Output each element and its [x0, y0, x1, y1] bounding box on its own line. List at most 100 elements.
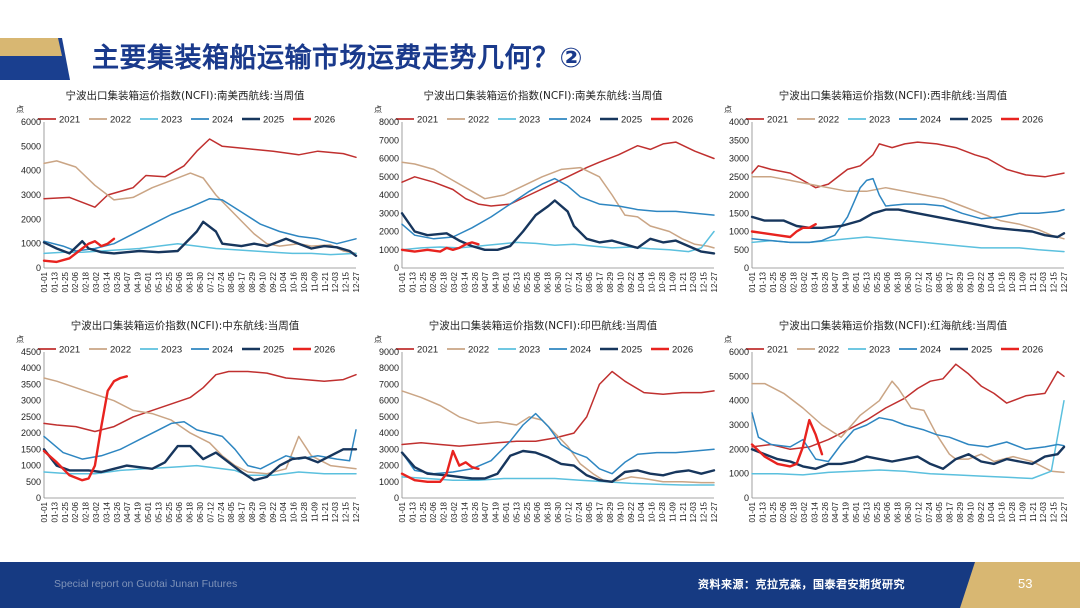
x-tick-label: 01-25	[419, 501, 428, 522]
legend-label: 2022	[468, 345, 489, 356]
x-tick-label: 01-25	[769, 501, 778, 522]
x-tick-label: 06-18	[544, 501, 553, 522]
x-tick-label: 12-03	[689, 501, 698, 522]
x-tick-label: 07-12	[914, 501, 923, 522]
x-tick-label: 02-18	[82, 271, 91, 292]
x-tick-label: 03-14	[460, 501, 469, 522]
legend-item-2023: 2023	[848, 115, 890, 126]
legend-label: 2022	[110, 345, 131, 356]
x-tick-label: 05-01	[502, 501, 511, 522]
x-tick-label: 01-01	[398, 501, 407, 522]
y-tick-label: 7000	[379, 135, 399, 145]
x-tick-label: 05-25	[873, 501, 882, 522]
legend-item-2023: 2023	[848, 345, 890, 356]
y-tick-label: 4000	[729, 396, 749, 406]
x-tick-label: 08-29	[248, 271, 257, 292]
x-tick-label: 05-01	[852, 271, 861, 292]
series-line-2023	[43, 464, 357, 477]
x-tick-label: 10-04	[637, 271, 646, 292]
y-tick-label: 2500	[729, 172, 749, 182]
legend-item-2022: 2022	[447, 115, 489, 126]
legend-item-2025: 2025	[600, 345, 642, 356]
x-tick-label: 01-25	[61, 501, 70, 522]
x-tick-label: 12-03	[331, 501, 340, 522]
x-tick-label: 05-13	[512, 271, 521, 292]
y-tick-label: 1000	[379, 477, 399, 487]
legend-item-2025: 2025	[242, 345, 284, 356]
x-tick-label: 10-28	[300, 501, 309, 522]
x-tick-label: 02-06	[779, 501, 788, 522]
x-tick-label: 05-01	[502, 271, 511, 292]
chart-panel-south-america-east: 宁波出口集装箱运价指数(NCFI):南美东航线:当周值点 2021 2022 2023…	[368, 85, 718, 315]
x-tick-label: 02-18	[440, 271, 449, 292]
x-tick-label: 08-29	[956, 501, 965, 522]
legend-item-2024: 2024	[191, 345, 233, 356]
legend-label: 2023	[161, 115, 182, 126]
legend-item-2022: 2022	[447, 345, 489, 356]
chart-panel-south-america-west: 宁波出口集装箱运价指数(NCFI):南美西航线:当周值点 2021 2022 2023…	[10, 85, 360, 315]
x-tick-label: 12-15	[1050, 501, 1059, 522]
chart-title: 宁波出口集装箱运价指数(NCFI):中东航线:当周值	[71, 319, 300, 332]
x-tick-label: 10-04	[279, 501, 288, 522]
series-line-2023	[401, 476, 715, 486]
y-tick-label: 1000	[729, 227, 749, 237]
x-tick-label: 09-10	[616, 271, 625, 292]
y-tick-label: 0	[744, 493, 749, 503]
x-tick-label: 05-25	[165, 271, 174, 292]
x-tick-label: 12-03	[1039, 271, 1048, 292]
legend-item-2025: 2025	[950, 345, 992, 356]
series-line-2026	[400, 449, 480, 483]
legend-label: 2026	[314, 345, 335, 356]
x-tick-label: 04-07	[481, 501, 490, 522]
x-tick-label: 08-05	[585, 271, 594, 292]
x-tick-label: 03-02	[92, 501, 101, 522]
header-accent-bar	[0, 38, 70, 80]
legend-label: 2025	[263, 115, 284, 126]
chart-panel-west-africa: 宁波出口集装箱运价指数(NCFI):西非航线:当周值点 2021 2022 2023 2…	[718, 85, 1068, 315]
x-tick-label: 04-07	[481, 271, 490, 292]
x-tick-label: 06-06	[175, 271, 184, 292]
legend-label: 2026	[314, 115, 335, 126]
y-tick-label: 2000	[21, 428, 41, 438]
series-line-2025	[400, 199, 716, 255]
x-tick-label: 07-24	[925, 271, 934, 292]
series-line-2024	[401, 412, 715, 475]
legend-item-2024: 2024	[191, 115, 233, 126]
x-tick-label: 09-10	[258, 271, 267, 292]
y-tick-label: 9000	[379, 347, 399, 357]
x-tick-label: 12-15	[700, 271, 709, 292]
legend-label: 2024	[920, 115, 941, 126]
x-tick-label: 01-01	[748, 271, 757, 292]
legend-item-2026: 2026	[1001, 345, 1043, 356]
x-tick-label: 05-13	[154, 271, 163, 292]
x-tick-label: 03-02	[450, 501, 459, 522]
x-tick-label: 04-19	[492, 501, 501, 522]
x-tick-label: 05-01	[144, 271, 153, 292]
y-tick-label: 6000	[21, 117, 41, 127]
x-tick-label: 10-16	[648, 271, 657, 292]
x-tick-label: 07-12	[914, 271, 923, 292]
x-tick-label: 08-05	[227, 501, 236, 522]
legend-label: 2023	[161, 345, 182, 356]
x-tick-label: 06-30	[904, 501, 913, 522]
x-tick-label: 03-14	[810, 271, 819, 292]
legend-item-2026: 2026	[651, 115, 693, 126]
chart-title: 宁波出口集装箱运价指数(NCFI):南美西航线:当周值	[65, 89, 305, 102]
series-line-2021	[401, 370, 715, 447]
x-tick-label: 11-21	[679, 271, 688, 291]
x-tick-label: 08-05	[935, 501, 944, 522]
x-tick-label: 03-14	[460, 271, 469, 292]
x-tick-label: 06-18	[894, 271, 903, 292]
x-tick-label: 04-19	[842, 271, 851, 292]
legend-label: 2024	[920, 345, 941, 356]
legend-label: 2023	[869, 345, 890, 356]
x-tick-label: 03-26	[821, 271, 830, 292]
y-tick-label: 5000	[379, 172, 399, 182]
series-line-2023	[751, 399, 1065, 480]
x-tick-label: 08-17	[596, 271, 605, 292]
x-tick-label: 10-28	[1008, 501, 1017, 522]
legend-label: 2025	[621, 345, 642, 356]
